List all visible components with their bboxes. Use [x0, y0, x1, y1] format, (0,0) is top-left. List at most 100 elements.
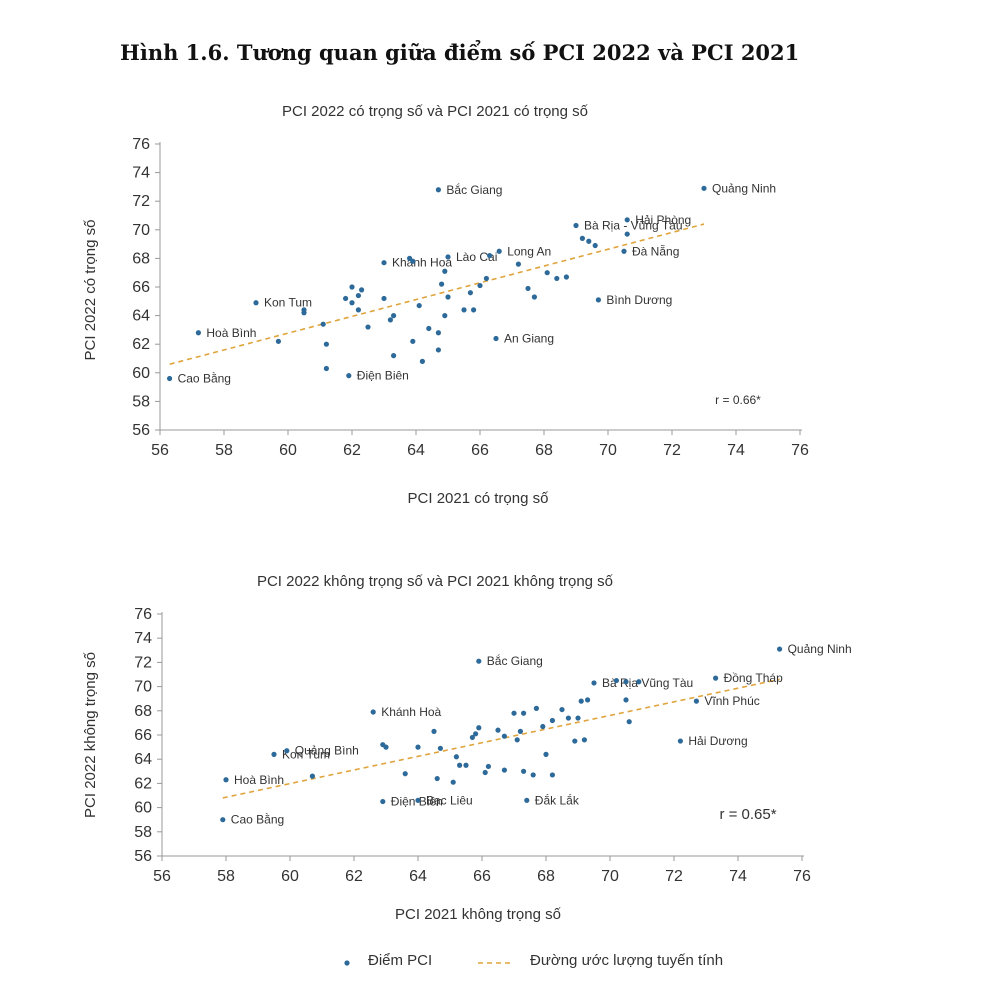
- y-tick-label: 66: [132, 279, 150, 296]
- y-tick-label: 74: [134, 630, 152, 647]
- y-tick-label: 76: [134, 606, 152, 623]
- y-axis-label: PCI 2022 có trọng số: [82, 219, 99, 361]
- legend-trend-label: Đường ước lượng tuyến tính: [530, 952, 724, 969]
- data-point: [391, 313, 397, 319]
- trend-line: [169, 223, 705, 365]
- y-tick-label: 66: [134, 727, 152, 744]
- data-point: [410, 338, 416, 344]
- data-point: [623, 679, 629, 685]
- data-point: [511, 710, 517, 716]
- data-point: [320, 321, 326, 327]
- data-point: [496, 248, 502, 254]
- data-point: [777, 646, 783, 652]
- data-point: [543, 751, 549, 757]
- x-tick-label: 64: [407, 442, 425, 459]
- x-tick-label: 70: [599, 442, 617, 459]
- point-label: Bắc Giang: [446, 182, 502, 197]
- point-label: Kon Tum: [264, 296, 312, 310]
- chart-panel-1: PCI 2022 có trọng số và PCI 2021 có trọn…: [82, 103, 809, 507]
- data-point: [581, 737, 588, 743]
- data-point: [442, 313, 448, 319]
- data-point: [370, 709, 376, 715]
- y-tick-label: 62: [134, 775, 152, 792]
- data-point: [524, 797, 530, 803]
- data-point: [592, 242, 598, 249]
- data-point: [477, 282, 483, 289]
- x-tick-label: 68: [535, 442, 553, 459]
- data-point: [469, 734, 475, 741]
- data-point: [693, 698, 700, 704]
- data-point: [579, 235, 586, 241]
- data-point: [435, 187, 441, 193]
- data-point: [445, 294, 451, 300]
- y-tick-label: 64: [134, 751, 152, 768]
- x-tick-label: 58: [217, 868, 235, 885]
- data-point: [253, 300, 259, 306]
- data-point: [573, 222, 579, 229]
- data-point: [415, 797, 421, 803]
- data-point: [501, 733, 507, 739]
- data-point: [636, 679, 642, 685]
- data-point: [713, 675, 719, 681]
- legend-point-marker: [344, 960, 350, 966]
- data-point: [515, 261, 522, 267]
- x-tick-label: 58: [215, 442, 233, 459]
- point-label: Hải Dương: [688, 734, 747, 748]
- x-tick-label: 76: [791, 442, 809, 459]
- data-point: [381, 260, 387, 266]
- point-label: Quảng Ninh: [788, 642, 852, 656]
- data-point: [387, 317, 393, 323]
- data-point: [450, 779, 456, 785]
- x-tick-label: 66: [473, 868, 491, 885]
- data-point: [426, 325, 432, 332]
- data-point: [380, 798, 386, 805]
- data-point: [501, 767, 507, 773]
- data-point: [437, 745, 443, 751]
- point-label: Đắk Lắk: [535, 792, 580, 807]
- point-label: Quảng Bình: [295, 744, 359, 758]
- data-point: [275, 338, 281, 344]
- data-point: [495, 727, 501, 733]
- data-point: [195, 330, 201, 336]
- data-point: [624, 231, 630, 237]
- y-tick-label: 70: [132, 222, 150, 239]
- data-point: [485, 763, 491, 770]
- data-point: [578, 698, 584, 704]
- data-point: [323, 341, 329, 347]
- data-point: [533, 705, 540, 711]
- point-label: Bình Dương: [606, 293, 672, 307]
- y-tick-label: 56: [134, 848, 152, 865]
- x-tick-label: 72: [663, 442, 681, 459]
- data-point: [167, 375, 173, 382]
- data-point: [343, 295, 349, 302]
- data-point: [626, 719, 632, 725]
- data-point: [223, 777, 229, 783]
- x-tick-label: 60: [281, 868, 299, 885]
- data-point: [613, 677, 620, 684]
- x-tick-label: 74: [727, 442, 745, 459]
- correlation-text: r = 0.65*: [719, 806, 776, 823]
- data-point: [467, 290, 473, 296]
- point-label: Hoà Bình: [206, 326, 256, 340]
- x-tick-label: 62: [343, 442, 361, 459]
- data-point: [487, 252, 493, 259]
- correlation-text: r = 0.66*: [715, 393, 761, 407]
- data-point: [355, 307, 361, 313]
- data-point: [346, 373, 352, 379]
- data-point: [461, 307, 467, 313]
- chart-title: PCI 2022 có trọng số và PCI 2021 có trọn…: [282, 103, 589, 120]
- y-tick-label: 76: [132, 136, 150, 153]
- data-point: [483, 275, 489, 282]
- data-point: [309, 773, 315, 779]
- point-label: Kon Tum: [282, 747, 330, 761]
- data-point: [565, 715, 572, 721]
- point-label: Hoà Bình: [234, 773, 284, 787]
- data-point: [445, 254, 451, 260]
- data-point: [514, 737, 520, 743]
- data-point: [549, 772, 556, 778]
- data-point: [442, 268, 448, 274]
- data-point: [402, 771, 408, 777]
- x-tick-label: 72: [665, 868, 683, 885]
- y-tick-label: 70: [134, 679, 152, 696]
